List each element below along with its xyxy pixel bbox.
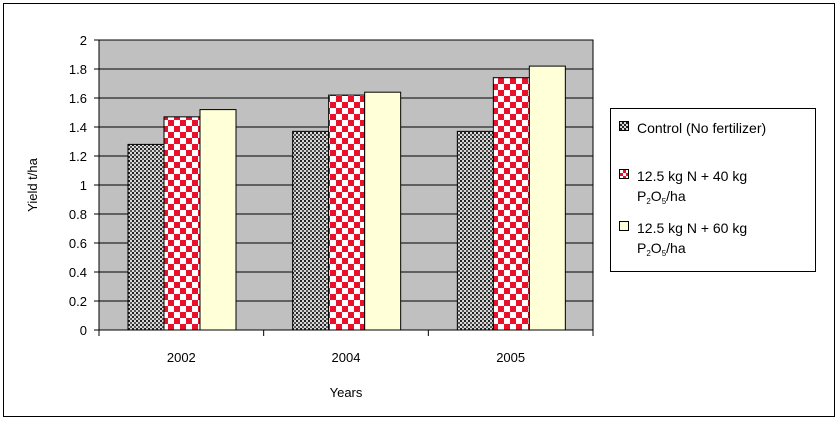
y-tick-label: 0.4 [69, 265, 87, 280]
bar-n40-p2o5 [163, 116, 201, 331]
y-tick-label: 0.6 [69, 236, 87, 251]
legend-label: Control (No fertilizer) [637, 120, 767, 136]
y-tick-label: 1.2 [69, 149, 87, 164]
legend-swatch-n40 [619, 169, 629, 179]
bar-control [127, 143, 165, 331]
bar-control [292, 130, 330, 331]
x-axis-title: Years [330, 385, 363, 400]
y-tick-label: 1.8 [69, 62, 87, 77]
bar-n40-p2o5 [328, 94, 366, 331]
y-tick-label: 2 [80, 33, 87, 48]
bar-n60-p2o5 [364, 91, 402, 331]
legend-swatch-n60 [619, 221, 629, 231]
bars [127, 65, 566, 331]
axes: 0 0.2 0.4 0.6 0.8 1 1.2 1.4 1.6 1.8 2 2002 2004 2005 [69, 33, 594, 365]
bar-n60-p2o5 [528, 65, 566, 331]
bar-control [456, 130, 494, 331]
x-tick-label: 2005 [496, 350, 525, 365]
bar-n60-p2o5 [199, 109, 237, 331]
y-axis-title: Yield t/ha [25, 157, 40, 211]
y-tick-label: 1.4 [69, 120, 87, 135]
y-tick-label: 0.2 [69, 294, 87, 309]
legend-label: 12.5 kg N + 40 kg P2O5/ha [637, 168, 748, 206]
bar-n40-p2o5 [492, 77, 530, 331]
y-tick-label: 1.6 [69, 91, 87, 106]
x-tick-label: 2004 [332, 350, 361, 365]
y-tick-label: 0 [80, 323, 87, 338]
x-tick-label: 2002 [167, 350, 196, 365]
legend-swatch-control [619, 121, 629, 131]
y-tick-label: 1 [80, 178, 87, 193]
y-tick-label: 0.8 [69, 207, 87, 222]
legend: Control (No fertilizer) 12.5 kg N + 40 k… [610, 108, 816, 272]
legend-label: 12.5 kg N + 60 kg P2O5/ha [637, 220, 748, 258]
